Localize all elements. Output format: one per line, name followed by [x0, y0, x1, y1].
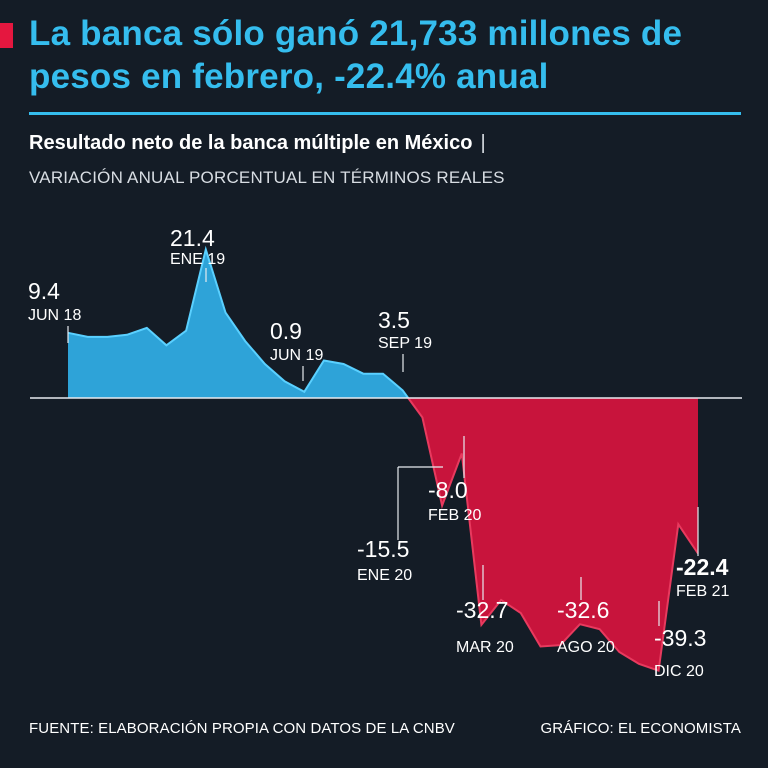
data-label-date-ago-20: AGO 20	[557, 639, 615, 656]
data-label-value-ago-20: -32.6	[557, 597, 609, 623]
data-label-date-ene-20: ENE 20	[357, 567, 412, 584]
data-label-value-ene-20: -15.5	[357, 536, 409, 562]
chart-subtitle: Resultado neto de la banca múltiple en M…	[29, 132, 486, 155]
positive-line	[67, 245, 410, 399]
data-label-value-mar-20: -32.7	[456, 597, 508, 623]
data-label-date-jun-18: JUN 18	[28, 307, 81, 324]
chart-subtitle-text: Resultado neto de la banca múltiple en M…	[29, 132, 473, 154]
data-label-date-feb-21: FEB 21	[676, 583, 729, 600]
data-label-date-feb-20: FEB 20	[428, 507, 481, 524]
data-label-value-feb-21: -22.4	[676, 554, 729, 580]
data-label-date-mar-20: MAR 20	[456, 639, 514, 656]
data-label-value-jun-18: 9.4	[28, 278, 60, 304]
headline: La banca sólo ganó 21,733 millones de pe…	[29, 14, 683, 96]
data-label-value-jun-19: 0.9	[270, 318, 302, 344]
footer-source: FUENTE: ELABORACIÓN PROPIA CON DATOS DE …	[29, 720, 455, 737]
negative-area	[408, 398, 698, 671]
data-label-value-sep-19: 3.5	[378, 307, 410, 333]
data-label-date-ene-19: ENE 19	[170, 251, 225, 268]
accent-bar	[0, 23, 13, 48]
chart-kicker: VARIACIÓN ANUAL PORCENTUAL EN TÉRMINOS R…	[29, 168, 505, 187]
data-label-date-dic-20: DIC 20	[654, 663, 704, 680]
negative-line	[407, 397, 699, 673]
headline-rule	[29, 112, 741, 115]
subtitle-separator: |	[480, 132, 486, 154]
data-label-value-feb-20: -8.0	[428, 477, 468, 503]
data-label-date-sep-19: SEP 19	[378, 335, 432, 352]
positive-area	[68, 249, 409, 398]
data-label-value-dic-20: -39.3	[654, 625, 706, 651]
footer-credit: GRÁFICO: EL ECONOMISTA	[540, 720, 741, 737]
data-label-date-jun-19: JUN 19	[270, 347, 323, 364]
data-label-value-ene-19: 21.4	[170, 225, 215, 251]
